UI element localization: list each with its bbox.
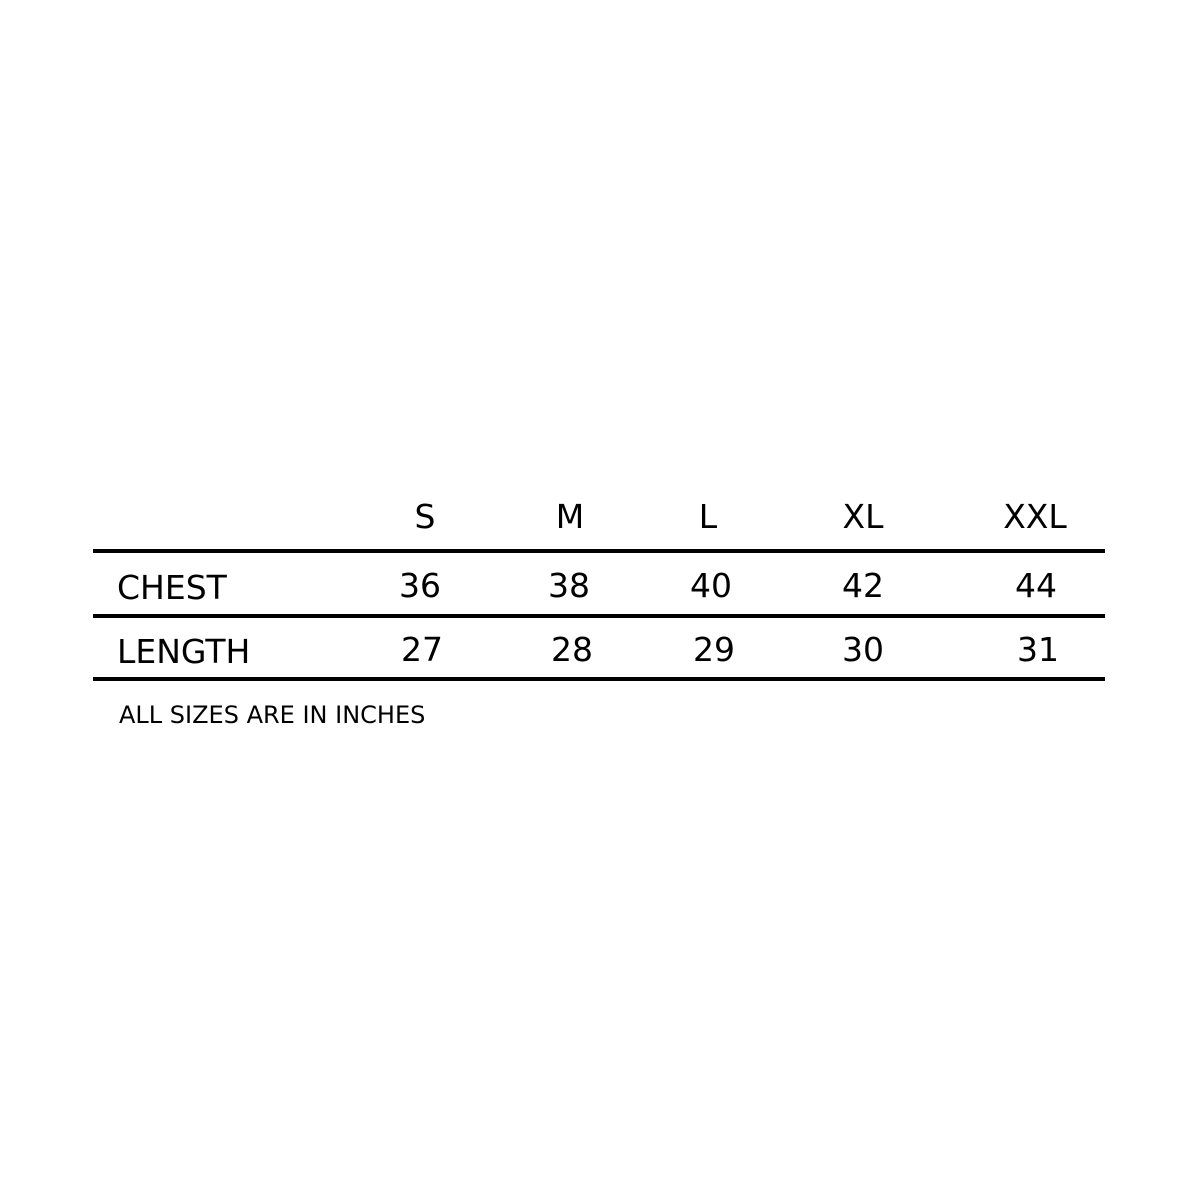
cell: 44 — [1015, 566, 1057, 605]
row-label-chest: CHEST — [117, 568, 227, 607]
cell: 27 — [401, 630, 443, 669]
size-header-m: M — [555, 497, 585, 536]
cell: 42 — [842, 566, 884, 605]
size-header-l: L — [698, 497, 718, 536]
cell: 38 — [548, 566, 590, 605]
cell: 30 — [842, 630, 884, 669]
cell: 40 — [690, 566, 732, 605]
cell: 29 — [693, 630, 735, 669]
units-note: ALL SIZES ARE IN INCHES — [119, 701, 426, 729]
divider — [93, 614, 1105, 618]
cell: 28 — [551, 630, 593, 669]
cell: 36 — [399, 566, 441, 605]
divider — [93, 677, 1105, 681]
size-header-xl: XL — [842, 497, 884, 536]
divider — [93, 549, 1105, 553]
size-header-s: S — [414, 497, 436, 536]
row-label-length: LENGTH — [117, 632, 251, 671]
cell: 31 — [1017, 630, 1059, 669]
size-header-xxl: XXL — [1003, 497, 1067, 536]
